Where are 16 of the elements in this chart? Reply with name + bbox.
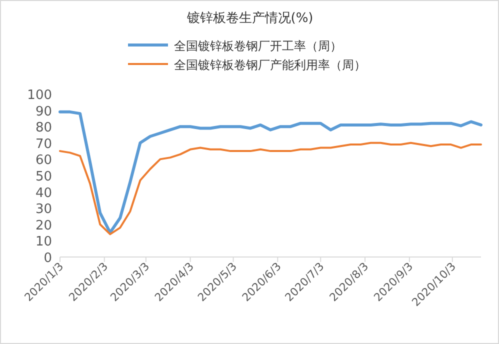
y-tick-label: 40 bbox=[35, 186, 52, 201]
y-tick-label: 60 bbox=[35, 153, 52, 168]
y-tick-label: 90 bbox=[35, 104, 52, 120]
y-tick-label: 0 bbox=[44, 251, 52, 266]
y-tick-label: 80 bbox=[35, 120, 52, 136]
y-tick-label: 50 bbox=[35, 170, 52, 184]
y-tick-label: 10 bbox=[35, 234, 52, 250]
line-series bbox=[59, 142, 482, 236]
line-series bbox=[58, 110, 482, 234]
y-tick-label: 20 bbox=[35, 218, 52, 234]
y-tick-label: 100 bbox=[27, 88, 52, 103]
y-tick-label: 70 bbox=[35, 136, 52, 152]
legend-label: 全国镀锌板卷钢厂开工率（周） bbox=[174, 39, 342, 53]
legend-label: 全国镀锌板卷钢厂产能利用率（周） bbox=[174, 58, 366, 72]
chart-title: 镀锌板卷生产情况(%) bbox=[186, 11, 314, 26]
y-tick-label: 30 bbox=[35, 202, 52, 218]
